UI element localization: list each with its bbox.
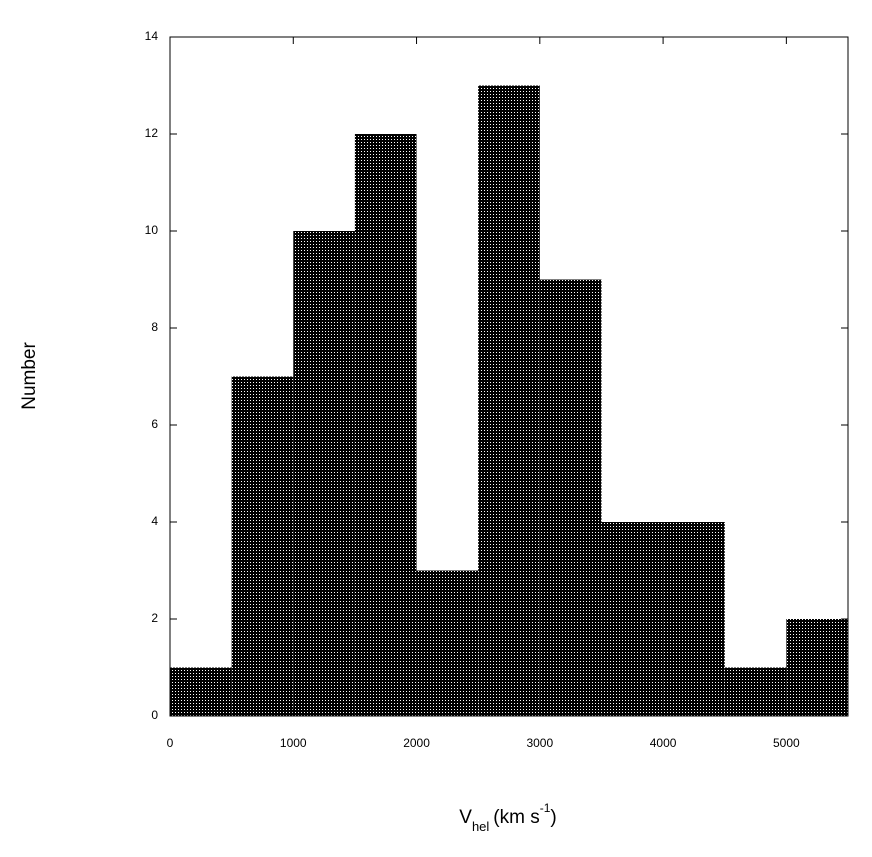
x-tick-label: 3000 — [526, 736, 553, 750]
y-tick-label: 2 — [151, 611, 158, 625]
y-tick-label: 6 — [151, 417, 158, 431]
bar — [786, 619, 848, 716]
x-title-sup: -1 — [540, 801, 551, 815]
y-tick-label: 12 — [145, 126, 159, 140]
y-axis-title: Number — [19, 342, 40, 410]
plot-frame — [169, 36, 849, 717]
x-title-main: V — [459, 807, 472, 828]
x-title-close: ) — [550, 807, 556, 828]
x-axis-title: Vhel (km s-1) — [459, 801, 556, 834]
bar — [601, 522, 664, 716]
bar — [293, 231, 355, 716]
y-tick-label: 8 — [151, 320, 158, 334]
x-tick-label: 5000 — [773, 736, 800, 750]
x-tick-label: 4000 — [650, 736, 677, 750]
y-tick-label: 10 — [145, 223, 159, 237]
x-title-unit: (km s — [493, 807, 539, 828]
bar — [354, 134, 417, 716]
x-tick-label: 2000 — [403, 736, 430, 750]
bar — [478, 85, 540, 716]
bar — [724, 667, 787, 716]
x-tick-label: 1000 — [280, 736, 307, 750]
y-tick-label: 0 — [151, 708, 158, 722]
bar — [170, 667, 232, 716]
y-tick-label: 4 — [151, 514, 158, 528]
y-tick-label: 14 — [145, 29, 159, 43]
bar — [231, 376, 294, 716]
x-title-sub: hel — [472, 819, 489, 834]
plot-area: 0 2 4 6 8 10 12 14 0 1000 2000 3000 4000 5000 — [145, 29, 849, 750]
bar — [539, 279, 602, 716]
bar — [663, 522, 725, 716]
bar — [416, 570, 479, 716]
x-tick-label: 0 — [167, 736, 174, 750]
